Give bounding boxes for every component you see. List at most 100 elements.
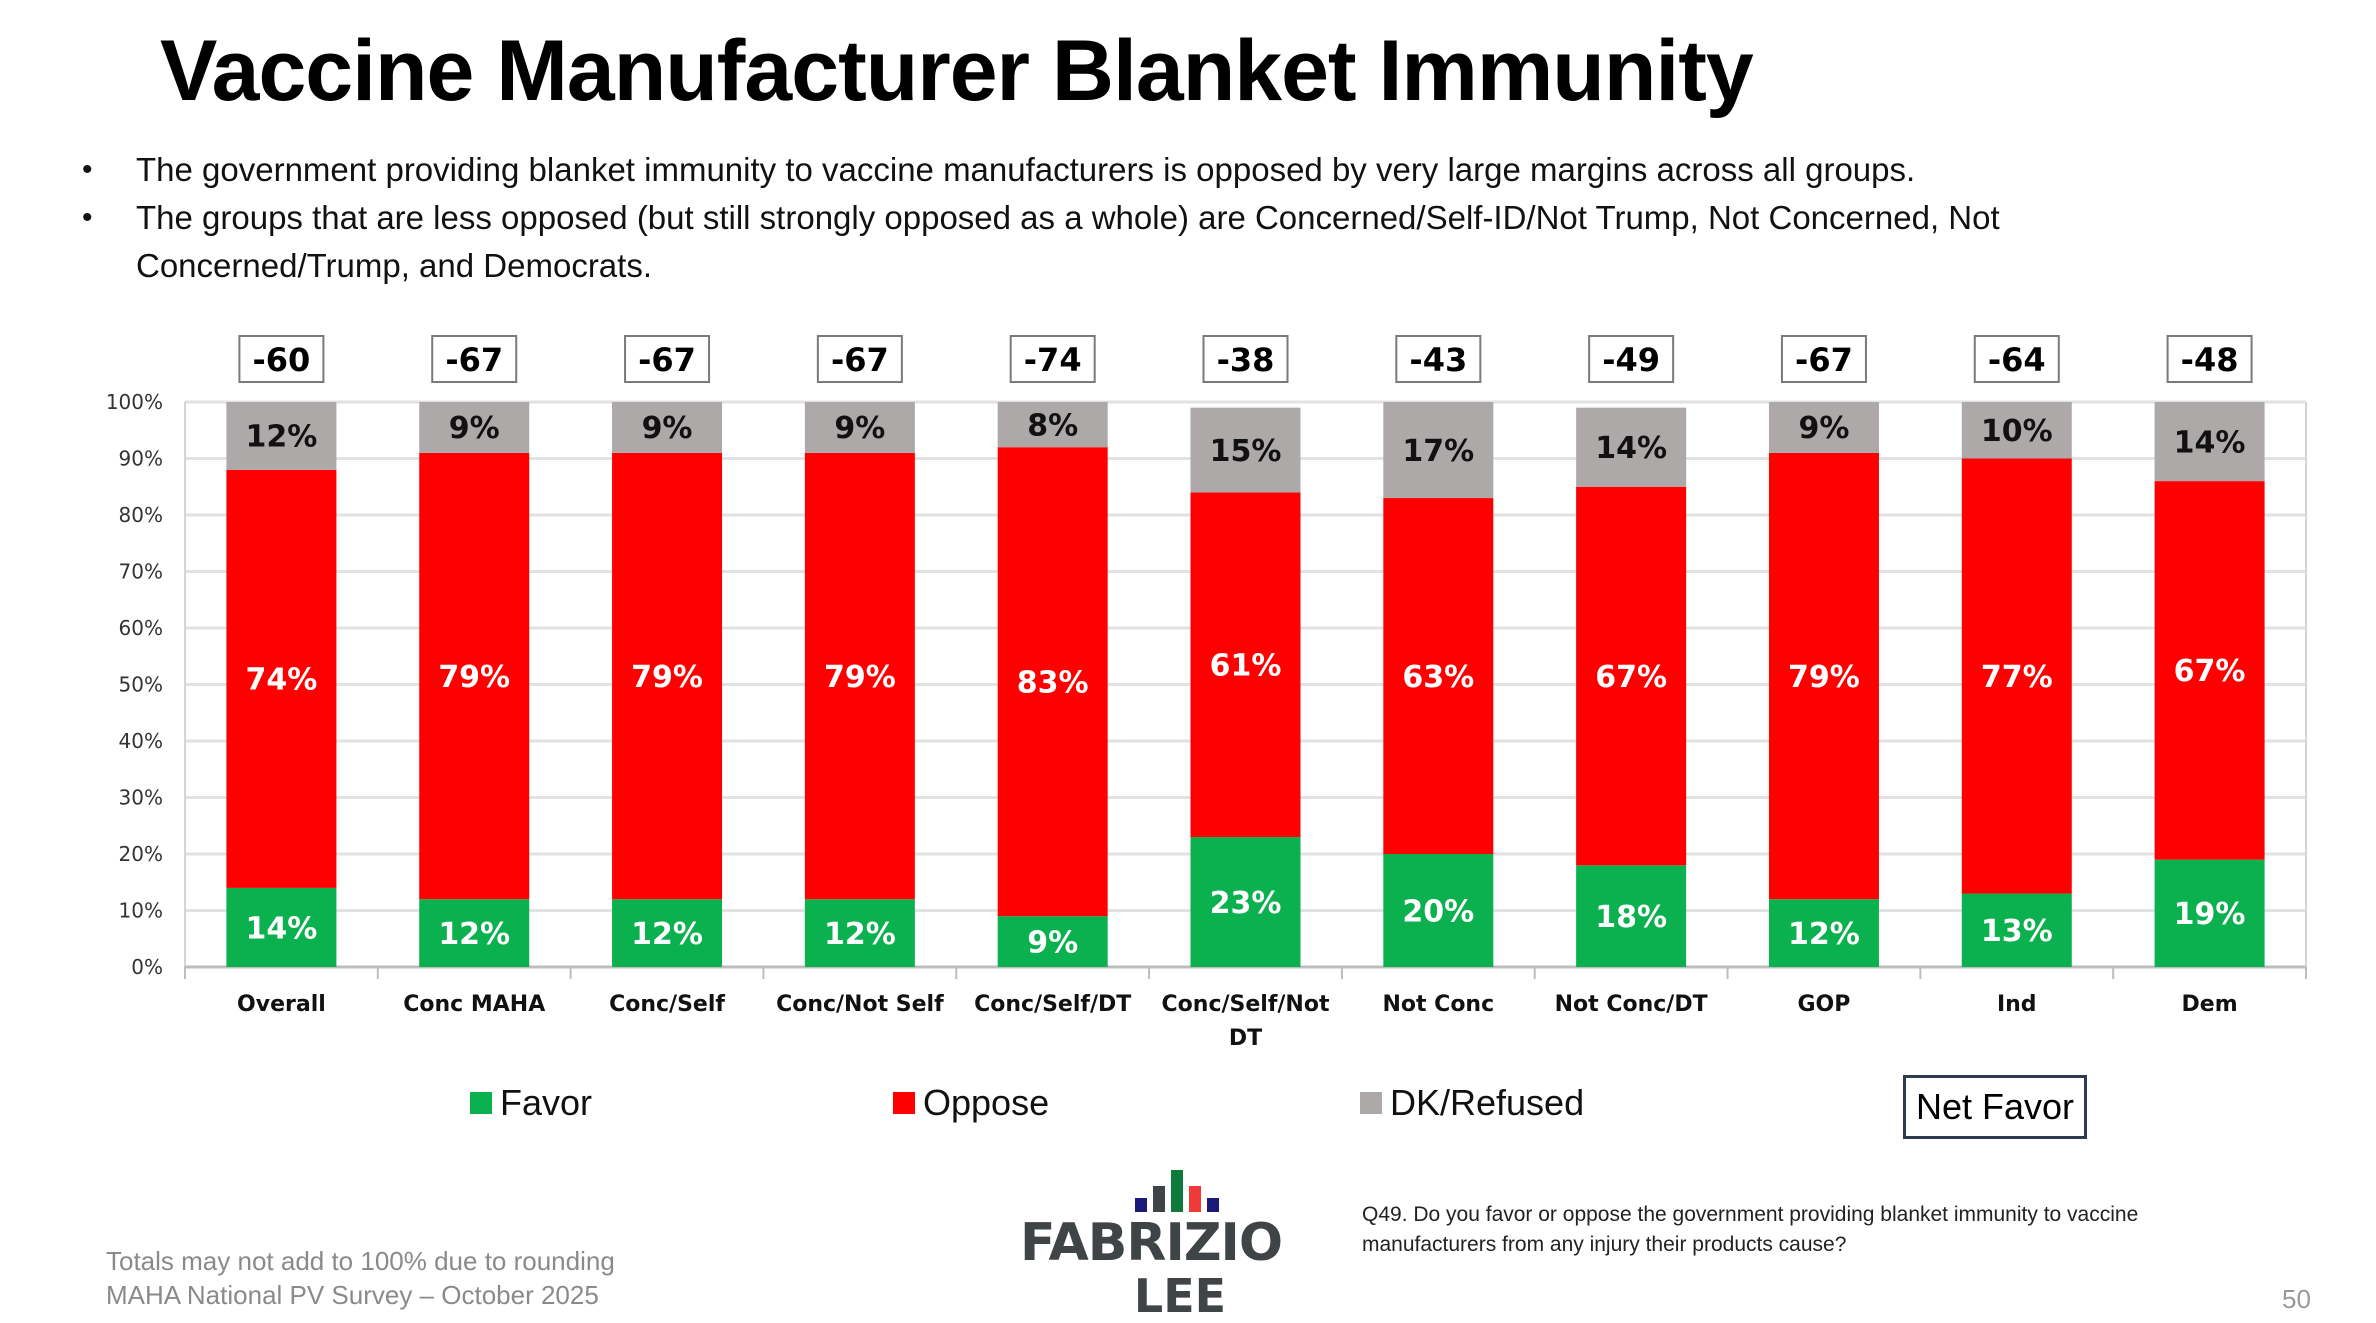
net-favor-label: -74 — [1024, 341, 1082, 379]
legend-item-oppose: Oppose — [893, 1082, 1049, 1124]
data-label-oppose: 77% — [1981, 660, 2053, 695]
y-tick-label: 70% — [119, 560, 163, 584]
data-label-dk-refused: 12% — [246, 420, 318, 455]
data-label-favor: 23% — [1210, 886, 1282, 921]
bar-oppose — [419, 452, 530, 900]
logo-bar — [1135, 1198, 1147, 1212]
data-label-dk-refused: 8% — [1027, 408, 1078, 443]
bar-dk-refused — [612, 402, 723, 453]
logo-bar — [1207, 1198, 1219, 1212]
net-favor-box — [431, 335, 518, 383]
net-favor-box — [1202, 335, 1289, 383]
logo-text-2: LEE — [1133, 1269, 1227, 1323]
data-label-oppose: 63% — [1402, 660, 1474, 695]
net-favor-label: -67 — [831, 341, 889, 379]
bar-favor — [1383, 854, 1494, 967]
bar-favor — [997, 916, 1108, 967]
legend-net-favor: Net Favor — [1903, 1075, 2088, 1139]
net-favor-label: -43 — [1409, 341, 1467, 379]
survey-source-footnote: MAHA National PV Survey – October 2025 — [106, 1280, 599, 1310]
legend-label-oppose: Oppose — [923, 1082, 1050, 1123]
x-tick-label: DT — [1229, 1026, 1262, 1051]
net-favor-box — [816, 335, 903, 383]
x-tick-label: Conc/Self/Not — [1162, 992, 1330, 1017]
net-favor-box — [238, 335, 325, 383]
legend-swatch-dk — [1360, 1092, 1382, 1114]
bar-oppose — [1190, 492, 1301, 838]
y-tick-label: 40% — [119, 729, 163, 753]
legend-item-dk: DK/Refused — [1360, 1082, 1584, 1124]
bar-dk-refused — [804, 402, 915, 453]
logo-bars-icon — [1135, 1168, 1225, 1212]
chart-legend: Favor Oppose DK/Refused — [0, 1082, 2376, 1142]
bar-dk-refused — [1961, 402, 2072, 459]
bar-favor — [804, 899, 915, 967]
bar-dk-refused — [997, 402, 1108, 448]
data-label-favor: 18% — [1595, 900, 1667, 935]
data-label-dk-refused: 14% — [1595, 431, 1667, 466]
bar-oppose — [1576, 486, 1687, 866]
y-tick-label: 80% — [119, 503, 163, 527]
bar-favor — [1768, 899, 1879, 967]
slide-title: Vaccine Manufacturer Blanket Immunity — [160, 23, 1754, 119]
data-label-favor: 13% — [1981, 914, 2053, 949]
data-label-oppose: 79% — [1788, 660, 1860, 695]
survey-question: Q49. Do you favor or oppose the governme… — [1362, 1203, 2139, 1256]
data-label-favor: 12% — [438, 917, 510, 952]
x-tick-label: Conc/Not Self — [776, 992, 944, 1017]
bar-favor — [419, 899, 530, 967]
x-tick-label: Dem — [2182, 992, 2238, 1017]
legend-label-dk: DK/Refused — [1390, 1082, 1585, 1123]
data-label-dk-refused: 9% — [449, 411, 500, 446]
logo-bar — [1171, 1170, 1183, 1212]
data-label-favor: 19% — [2174, 897, 2246, 932]
net-favor-label: -49 — [1602, 341, 1660, 379]
data-label-dk-refused: 15% — [1210, 434, 1282, 469]
bar-dk-refused — [419, 402, 530, 453]
page-number: 50 — [2282, 1284, 2311, 1314]
data-label-dk-refused: 9% — [642, 411, 693, 446]
bullet-item: The government providing blanket immunit… — [76, 146, 2276, 194]
data-label-dk-refused: 14% — [2174, 425, 2246, 460]
bar-dk-refused — [226, 402, 337, 470]
data-label-oppose: 67% — [1595, 660, 1667, 695]
bar-oppose — [804, 452, 915, 900]
y-tick-label: 100% — [106, 390, 163, 414]
y-tick-label: 20% — [119, 842, 163, 866]
net-favor-box — [2166, 335, 2253, 383]
data-label-oppose: 83% — [1017, 665, 1089, 700]
legend-swatch-oppose — [893, 1092, 915, 1114]
bar-favor — [612, 899, 723, 967]
bar-oppose — [1961, 458, 2072, 894]
summary-bullets: The government providing blanket immunit… — [76, 146, 2276, 290]
data-label-oppose: 79% — [438, 660, 510, 695]
x-tick-label: GOP — [1798, 992, 1851, 1017]
logo-text: FABRIZIO — [1020, 1213, 1283, 1273]
bar-dk-refused — [1383, 402, 1494, 499]
data-label-favor: 12% — [631, 917, 703, 952]
x-tick-label: Overall — [237, 992, 326, 1017]
bar-dk-refused — [1190, 407, 1301, 493]
data-label-favor: 9% — [1027, 925, 1078, 960]
bar-oppose — [997, 447, 1108, 917]
data-label-favor: 12% — [1788, 917, 1860, 952]
rounding-footnote: Totals may not add to 100% due to roundi… — [106, 1246, 615, 1276]
logo-bar — [1153, 1186, 1165, 1212]
stacked-bar-chart: 0% 10% 20% 30% 40% 50% 60% 70% 80% 90% 100% 14% 74% 1… — [106, 335, 2307, 1051]
net-favor-box — [1588, 335, 1675, 383]
data-label-oppose: 61% — [1210, 649, 1282, 684]
net-favor-label: -48 — [2181, 341, 2239, 379]
data-label-favor: 14% — [246, 911, 318, 946]
net-favor-box — [1973, 335, 2060, 383]
net-favor-label: -67 — [638, 341, 696, 379]
legend-item-favor: Favor — [470, 1082, 592, 1124]
bar-dk-refused — [2154, 402, 2265, 482]
net-favor-label: -38 — [1217, 341, 1275, 379]
y-tick-label: 90% — [119, 447, 163, 471]
data-label-dk-refused: 9% — [1798, 411, 1849, 446]
net-favor-box — [624, 335, 711, 383]
net-favor-label: -64 — [1988, 341, 2046, 379]
net-favor-label: -67 — [445, 341, 503, 379]
bar-favor — [2154, 859, 2265, 967]
net-favor-label: -60 — [253, 341, 311, 379]
